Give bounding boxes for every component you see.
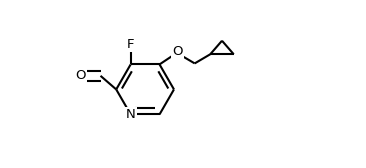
Text: O: O [75, 69, 86, 82]
Text: F: F [127, 38, 134, 51]
Text: N: N [126, 108, 135, 121]
Text: O: O [172, 46, 183, 58]
